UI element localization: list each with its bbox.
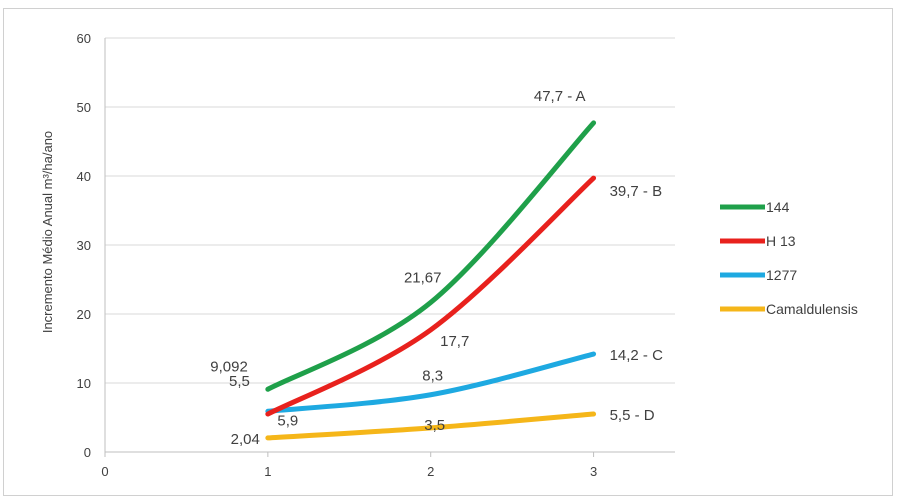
x-tick-label: 1 (264, 464, 271, 479)
y-tick-label: 50 (77, 100, 91, 115)
y-tick-label: 60 (77, 31, 91, 46)
x-tick-labels: 0 1 2 3 (101, 464, 597, 479)
data-label: 5,9 (277, 412, 298, 429)
axes (104, 38, 675, 457)
y-tick-label: 0 (84, 445, 91, 460)
series-line-1277 (265, 351, 597, 414)
legend-entry: 144 (766, 199, 790, 215)
series-line-h-13 (265, 175, 597, 417)
legend: 144 H 13 1277 Camaldulensis (720, 199, 858, 317)
legend-entry: 1277 (766, 267, 797, 283)
x-tick-label: 2 (427, 464, 434, 479)
chart-frame (3, 8, 893, 496)
data-labels: 9,092 21,67 47,7 - A 5,5 17,7 39,7 - B 5,9 8,3 1… (210, 88, 663, 448)
series-line-144 (265, 120, 597, 392)
data-label: 9,092 (210, 358, 248, 375)
data-label: 21,67 (404, 269, 442, 286)
legend-entry: H 13 (766, 233, 796, 249)
data-label: 17,7 (440, 333, 469, 350)
data-label: 8,3 (422, 368, 443, 385)
data-label: 3,5 (424, 417, 445, 434)
y-tick-labels: 0 10 20 30 40 50 60 (77, 31, 91, 460)
gridlines (105, 37, 675, 384)
series-line-camaldulensis (265, 411, 597, 441)
legend-entry: Camaldulensis (766, 301, 858, 317)
data-label: 2,04 (231, 431, 260, 448)
x-tick-label: 0 (101, 464, 108, 479)
y-tick-label: 40 (77, 169, 91, 184)
series-lines (265, 120, 597, 441)
y-axis-label: Incremento Médio Anual m³/ha/ano (40, 131, 55, 333)
data-label: 14,2 - C (610, 347, 664, 364)
x-tick-label: 3 (590, 464, 597, 479)
data-label: 47,7 - A (534, 88, 586, 105)
data-label: 39,7 - B (610, 183, 663, 200)
y-tick-label: 10 (77, 376, 91, 391)
y-tick-label: 30 (77, 238, 91, 253)
data-label: 5,5 (229, 373, 250, 390)
y-tick-label: 20 (77, 307, 91, 322)
data-label: 5,5 - D (610, 407, 655, 424)
